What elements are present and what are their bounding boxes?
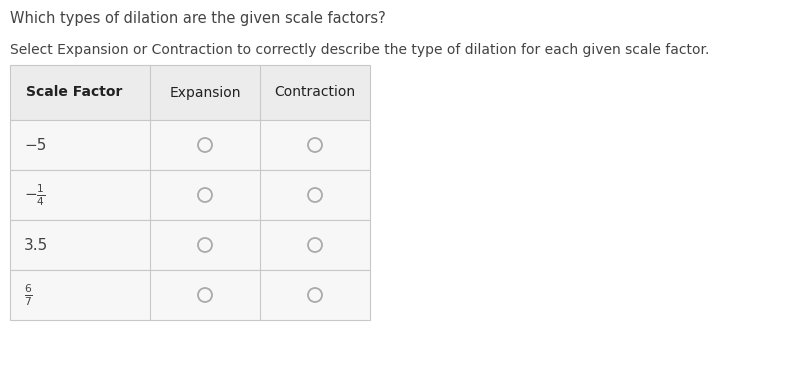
FancyBboxPatch shape [10,65,370,120]
Text: Scale Factor: Scale Factor [26,85,122,99]
Text: Select Expansion or Contraction to correctly describe the type of dilation for e: Select Expansion or Contraction to corre… [10,43,710,57]
FancyBboxPatch shape [10,270,370,320]
Text: Contraction: Contraction [274,85,355,99]
FancyBboxPatch shape [10,120,370,170]
FancyBboxPatch shape [10,170,370,220]
Text: Expansion: Expansion [170,85,241,99]
Text: $-\frac{1}{4}$: $-\frac{1}{4}$ [24,182,46,208]
Text: −5: −5 [24,138,46,152]
Text: $\frac{6}{7}$: $\frac{6}{7}$ [24,282,33,308]
FancyBboxPatch shape [10,220,370,270]
Text: 3.5: 3.5 [24,237,48,253]
Text: Which types of dilation are the given scale factors?: Which types of dilation are the given sc… [10,11,386,26]
